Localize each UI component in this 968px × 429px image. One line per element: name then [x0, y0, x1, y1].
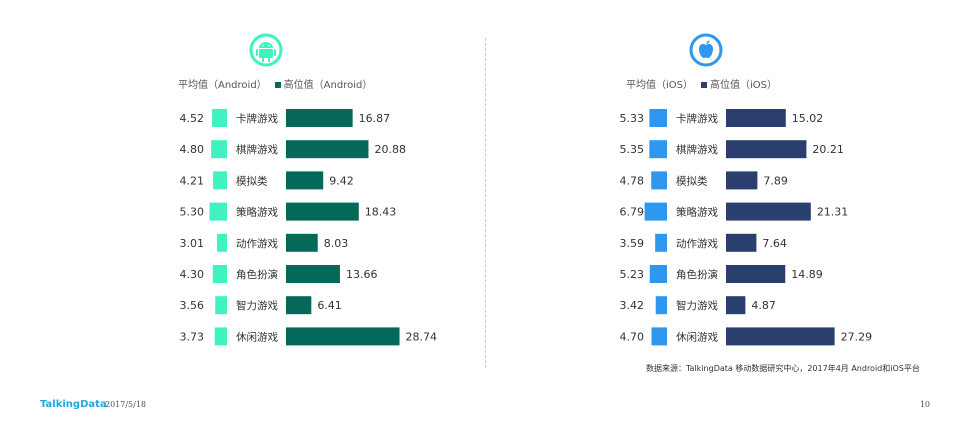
avg-bar — [651, 171, 667, 190]
avg-value-label: 4.21 — [180, 174, 205, 187]
high-bar — [286, 233, 318, 252]
avg-bar — [212, 265, 227, 283]
high-value-label: 14.89 — [791, 268, 823, 281]
category-label: 棋牌游戏 — [676, 143, 718, 156]
high-value-label: 9.42 — [329, 174, 354, 187]
category-label: 动作游戏 — [236, 237, 278, 250]
high-value-label: 27.29 — [841, 330, 873, 343]
category-label: 卡牌游戏 — [236, 112, 278, 125]
avg-bar — [209, 202, 227, 221]
category-label: 策略游戏 — [236, 206, 278, 219]
brand-logo: TalkingData — [40, 399, 107, 410]
high-value-label: 6.41 — [317, 299, 342, 312]
avg-bar — [213, 171, 227, 190]
high-bar — [286, 140, 369, 159]
category-label: 卡牌游戏 — [676, 112, 718, 125]
android-icon — [249, 33, 283, 67]
category-label: 模拟类 — [676, 174, 708, 187]
high-value-label: 7.64 — [762, 237, 787, 250]
avg-bar — [211, 140, 227, 159]
avg-value-label: 5.23 — [620, 268, 645, 281]
category-label: 角色扮演 — [676, 268, 718, 281]
category-label: 角色扮演 — [236, 268, 278, 281]
high-bar — [726, 171, 758, 190]
avg-bar — [649, 265, 667, 283]
category-label: 模拟类 — [236, 174, 268, 187]
avg-value-label: 3.01 — [180, 237, 205, 250]
high-bar — [286, 109, 353, 127]
category-label: 智力游戏 — [676, 299, 718, 312]
avg-value-label: 5.30 — [180, 206, 205, 219]
avg-value-label: 4.78 — [620, 174, 645, 187]
avg-bar — [655, 233, 667, 252]
high-bar — [726, 265, 786, 283]
avg-bar — [214, 327, 227, 346]
legend-android-high: 高位值（Android） — [283, 80, 373, 91]
high-value-label: 28.74 — [406, 330, 438, 343]
high-bar — [726, 140, 807, 159]
high-value-label: 18.43 — [365, 206, 397, 219]
high-value-label: 21.31 — [817, 206, 849, 219]
avg-value-label: 3.59 — [620, 237, 645, 250]
avg-value-label: 3.42 — [620, 299, 645, 312]
category-label: 棋牌游戏 — [236, 143, 278, 156]
high-bar — [286, 327, 400, 346]
legend-swatch — [274, 81, 281, 88]
high-bar — [726, 296, 746, 315]
avg-bar — [649, 109, 667, 127]
high-value-label: 7.89 — [763, 174, 788, 187]
high-bar — [286, 202, 359, 221]
source-note: 数据来源：TalkingData 移动数据研究中心，2017年4月 Androi… — [646, 364, 920, 373]
avg-value-label: 4.70 — [620, 330, 645, 343]
avg-bar — [215, 296, 227, 315]
avg-value-label: 5.33 — [620, 112, 645, 125]
legend-ios-high: 高位值（iOS） — [710, 80, 777, 91]
high-bar — [286, 265, 340, 283]
page-number: 10 — [919, 400, 930, 409]
avg-value-label: 3.56 — [180, 299, 205, 312]
high-bar — [726, 233, 757, 252]
legend-android: 平均值（Android） 高位值（Android） — [178, 76, 372, 91]
legend-android-avg: 平均值（Android） — [178, 80, 267, 91]
legend-ios: 平均值（iOS） 高位值（iOS） — [626, 76, 777, 91]
high-bar — [726, 327, 835, 346]
high-bar — [286, 171, 324, 190]
avg-value-label: 6.79 — [620, 206, 645, 219]
high-value-label: 8.03 — [324, 237, 349, 250]
category-label: 休闲游戏 — [236, 330, 278, 343]
footer-date: 2017/5/18 — [105, 400, 147, 409]
high-value-label: 4.87 — [751, 299, 776, 312]
avg-bar — [649, 140, 667, 159]
legend-swatch — [701, 81, 707, 88]
apple-icon — [689, 33, 723, 67]
avg-bar — [212, 109, 227, 127]
category-label: 休闲游戏 — [676, 330, 718, 343]
avg-value-label: 4.30 — [180, 268, 205, 281]
avg-bar — [651, 327, 667, 346]
avg-bar — [217, 233, 227, 252]
category-label: 策略游戏 — [676, 206, 718, 219]
high-value-label: 20.88 — [374, 143, 406, 156]
avg-value-label: 4.52 — [180, 112, 205, 125]
high-bar — [726, 109, 786, 127]
high-value-label: 20.21 — [812, 143, 844, 156]
category-label: 智力游戏 — [236, 299, 278, 312]
high-value-label: 15.02 — [792, 112, 824, 125]
high-bar — [286, 296, 312, 315]
high-bar — [726, 202, 811, 221]
avg-value-label: 4.80 — [180, 143, 205, 156]
avg-bar — [644, 202, 667, 221]
panel-divider — [485, 38, 486, 368]
high-value-label: 16.87 — [359, 112, 391, 125]
legend-ios-avg: 平均值（iOS） — [626, 80, 693, 91]
category-label: 动作游戏 — [676, 237, 718, 250]
avg-value-label: 5.35 — [620, 143, 645, 156]
high-value-label: 13.66 — [346, 268, 378, 281]
avg-bar — [655, 296, 667, 315]
avg-value-label: 3.73 — [180, 330, 205, 343]
